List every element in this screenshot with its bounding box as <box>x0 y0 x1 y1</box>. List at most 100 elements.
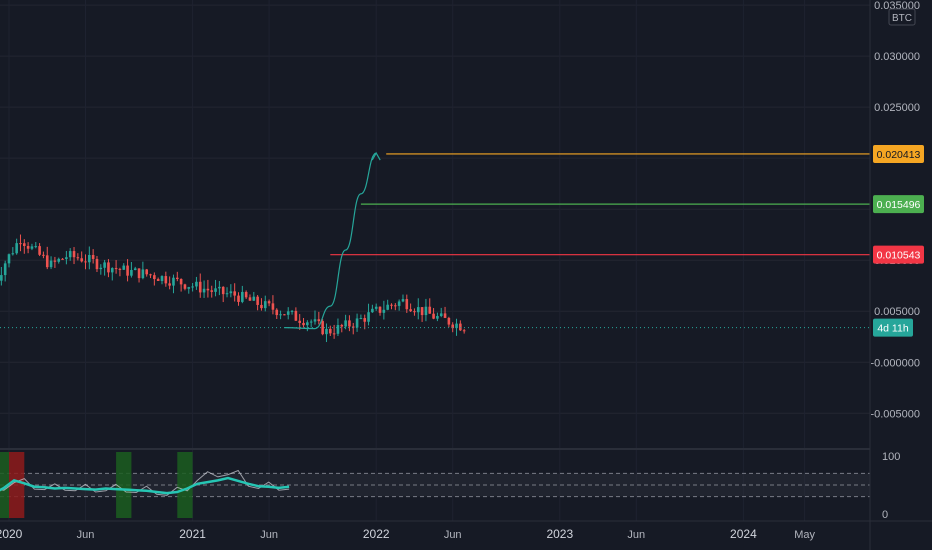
candle <box>133 268 137 270</box>
projection-curve[interactable] <box>284 152 377 330</box>
candle <box>340 325 344 327</box>
candle <box>447 317 451 325</box>
candle <box>68 251 72 258</box>
time-tick-label: 2020 <box>0 527 23 541</box>
price-tick-label: 0.005000 <box>874 306 920 318</box>
countdown-label: 4d 11h <box>877 323 908 335</box>
price-level-badge <box>873 245 924 264</box>
candle <box>286 311 290 315</box>
time-tick-label: Jun <box>77 529 95 541</box>
candle <box>0 275 3 281</box>
candle <box>91 254 95 259</box>
candle <box>107 262 110 273</box>
candle <box>271 303 275 310</box>
candle <box>99 267 103 270</box>
candle <box>306 322 309 326</box>
candle <box>409 309 412 312</box>
candle <box>149 274 152 276</box>
candle <box>390 304 393 306</box>
candle <box>451 324 454 329</box>
oscillator-tick-label: 0 <box>882 509 888 521</box>
currency-badge: BTC <box>888 8 916 26</box>
candle <box>275 309 279 316</box>
price-tick-label: 0.025000 <box>874 102 920 114</box>
candle <box>459 323 462 331</box>
candle <box>443 313 447 318</box>
candle <box>462 330 466 332</box>
oscillator-zone <box>9 452 25 518</box>
price-level-label: 0.010543 <box>877 250 921 262</box>
candle <box>176 277 179 279</box>
time-tick-label: 2022 <box>363 527 390 541</box>
price-tick-label: -0.000000 <box>870 357 920 369</box>
time-tick-label: May <box>794 529 815 541</box>
candle <box>191 286 194 288</box>
candle <box>118 268 122 270</box>
candle <box>267 301 271 304</box>
candle <box>313 319 317 322</box>
candle <box>367 312 370 322</box>
candle <box>413 311 416 313</box>
candle <box>252 296 256 301</box>
price-tick-label: 0.030000 <box>874 51 920 63</box>
candle <box>378 306 382 313</box>
candle <box>218 286 221 289</box>
candle <box>244 291 248 298</box>
candle <box>95 258 99 270</box>
time-tick-label: Jun <box>260 529 278 541</box>
candlestick-series <box>0 234 466 343</box>
candle <box>348 320 351 327</box>
price-levels[interactable] <box>0 153 870 329</box>
candle <box>359 318 363 320</box>
candle <box>298 320 301 323</box>
candle <box>386 304 389 310</box>
candle <box>72 251 76 258</box>
candle <box>15 243 18 254</box>
candle <box>263 301 267 309</box>
candle <box>260 304 263 309</box>
candle <box>283 314 286 316</box>
candle <box>374 306 378 309</box>
time-axis[interactable]: 2020 Jun 2021 Jun 2022 Jun 2023 Jun 2024 May <box>0 527 815 541</box>
time-tick-label: Jun <box>444 529 462 541</box>
candle <box>325 328 328 335</box>
candle <box>26 245 30 249</box>
candle <box>198 281 202 293</box>
currency-label: BTC <box>892 13 912 24</box>
candle <box>57 258 61 262</box>
candle <box>34 246 38 248</box>
candle <box>160 276 164 281</box>
countdown-badge <box>873 318 913 337</box>
candle <box>363 318 367 322</box>
candle <box>38 246 41 255</box>
candle <box>256 296 259 305</box>
candle <box>233 291 236 296</box>
candle <box>210 290 214 292</box>
candle <box>126 265 129 276</box>
candle <box>290 310 294 312</box>
candle <box>30 246 34 249</box>
candle <box>294 310 298 321</box>
candle <box>187 287 191 289</box>
candle <box>351 326 355 328</box>
candle <box>321 321 324 335</box>
candle <box>164 276 168 284</box>
candle <box>61 258 64 260</box>
candle <box>84 261 87 263</box>
candle <box>19 243 22 245</box>
candle <box>248 297 252 301</box>
candle <box>382 309 386 313</box>
candle <box>371 308 374 313</box>
candle <box>397 301 401 306</box>
candle <box>3 263 7 276</box>
candle <box>344 320 347 327</box>
projection-arrowhead <box>371 151 381 161</box>
oscillator-zone <box>177 452 193 518</box>
candle <box>214 288 217 292</box>
candle <box>76 257 80 259</box>
price-badges: 0.020413 0.015496 0.010543 4d 11h <box>873 144 924 337</box>
projection-arrow[interactable] <box>284 151 381 330</box>
candle <box>183 284 187 289</box>
candle <box>141 269 145 279</box>
